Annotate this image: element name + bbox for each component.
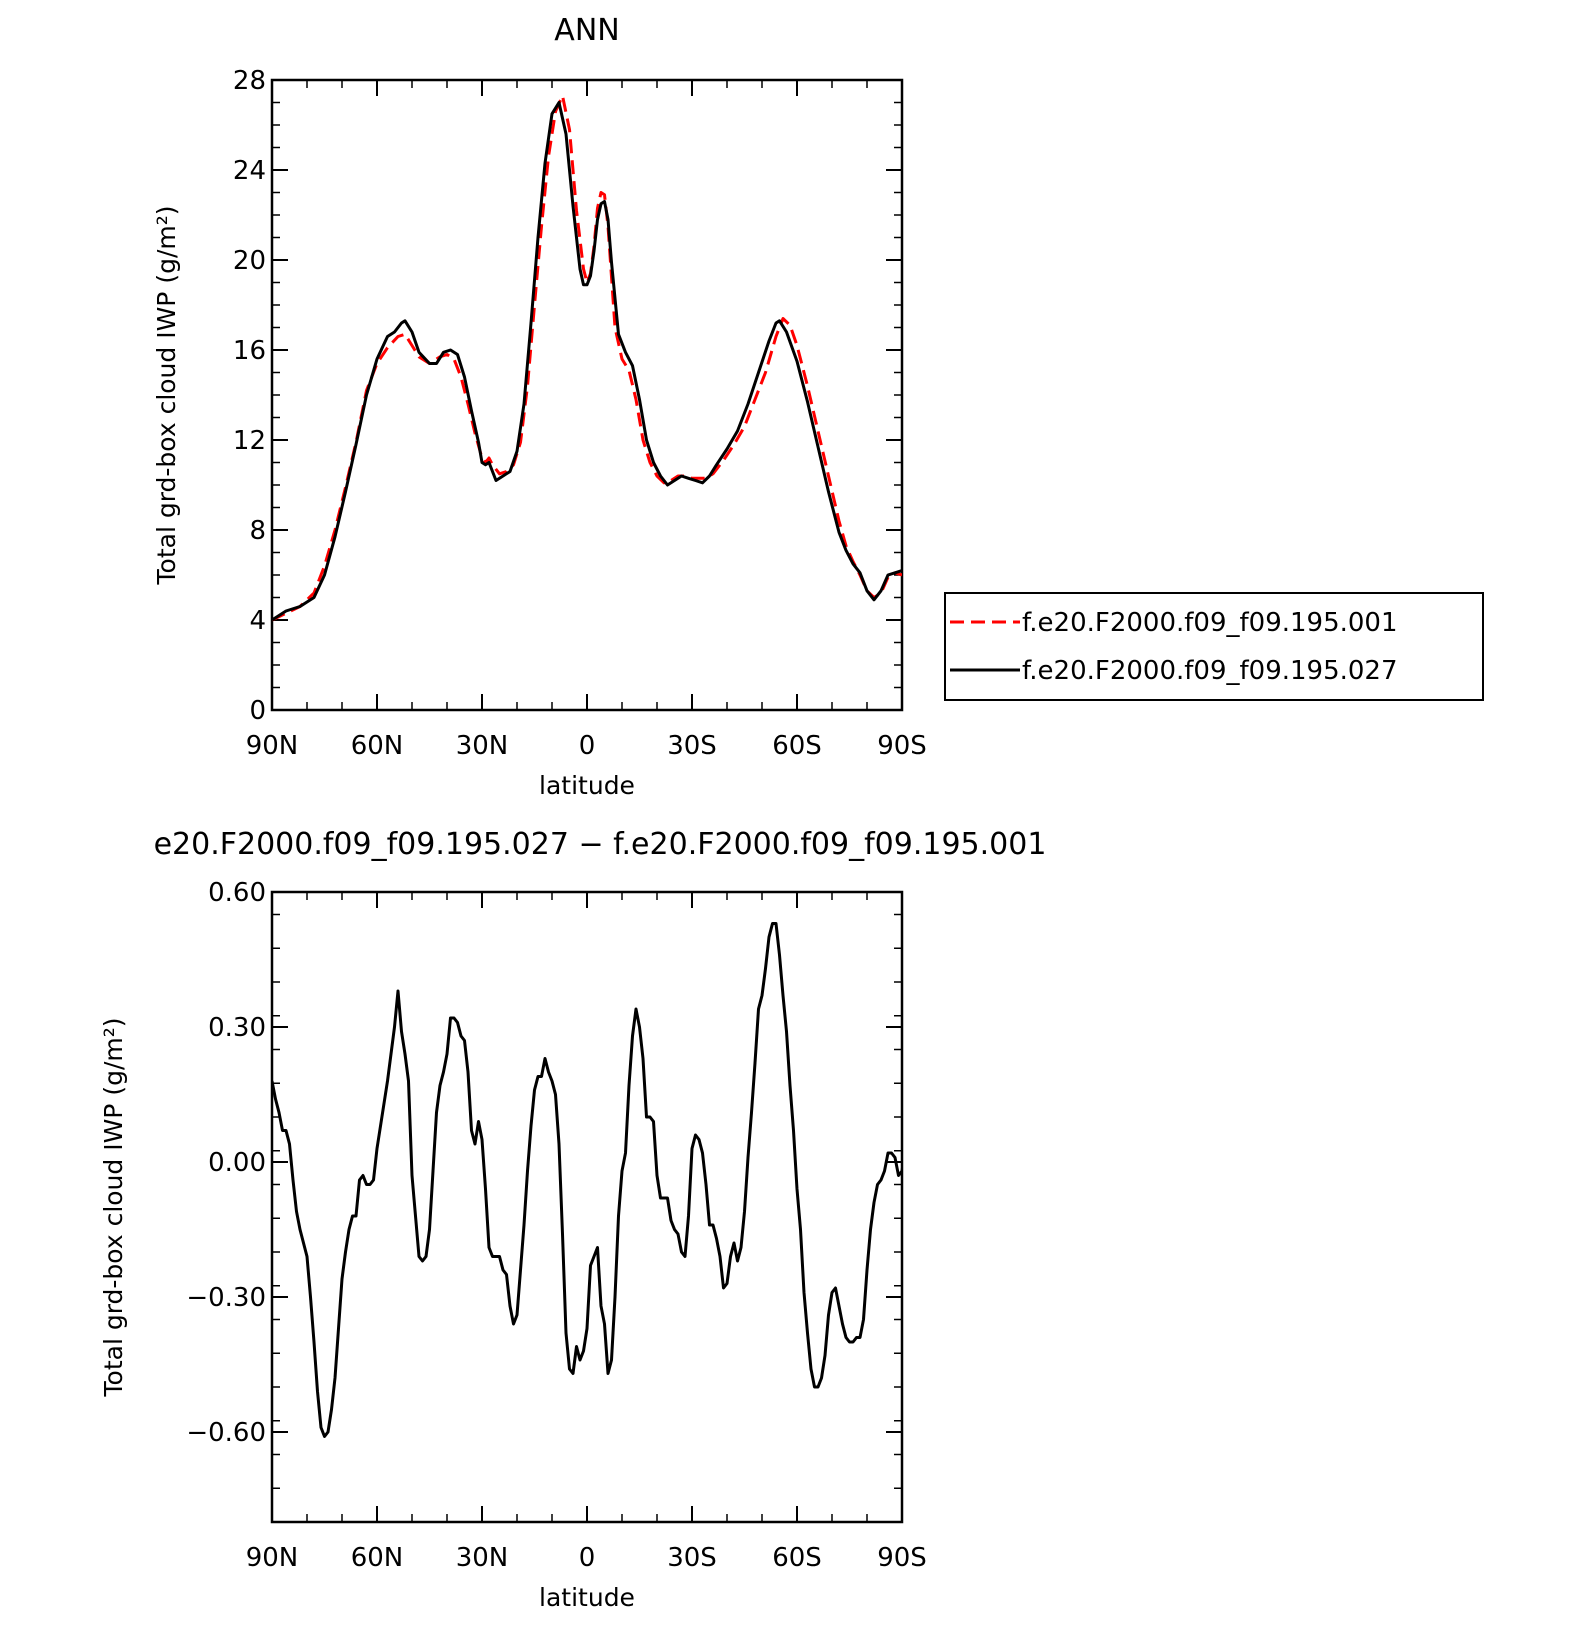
y-tick-label: 8 [249, 516, 266, 546]
x-tick-label: 30N [456, 1543, 509, 1573]
x-tick-label: 0 [579, 1543, 596, 1573]
top-y-axis-label: Total grd-box cloud IWP (g/m²) [152, 205, 181, 585]
top-panel: ANN 90N 60N 30N 0 30S 60S 90S 0 4 8 12 16 20 24 28 lat… [152, 13, 927, 800]
bottom-panel: e20.F2000.f09_f09.195.027 − f.e20.F2000.… [99, 827, 1046, 1612]
series-line-1 [272, 922, 902, 1438]
x-tick-label: 60N [351, 731, 404, 761]
x-tick-label: 30N [456, 731, 509, 761]
plot-frame [270, 890, 904, 1524]
y-tick-label: −0.60 [186, 1418, 266, 1448]
top-plot-area: 90N 60N 30N 0 30S 60S 90S 0 4 8 12 16 20 24 28 [233, 66, 927, 761]
top-panel-title: ANN [554, 13, 619, 48]
x-tick-label: 60S [772, 731, 822, 761]
legend-box [944, 592, 1484, 701]
y-tick-label: 0.00 [208, 1148, 266, 1178]
y-tick-label: 0 [249, 696, 266, 726]
y-tick-label: 16 [233, 336, 266, 366]
bottom-y-axis-label: Total grd-box cloud IWP (g/m²) [99, 1017, 128, 1397]
bottom-panel-title: e20.F2000.f09_f09.195.027 − f.e20.F2000.… [154, 827, 1047, 862]
bottom-plot-area: 90N 60N 30N 0 30S 60S 90S 0.60 0.30 0.00 −0.30 −0.6… [186, 878, 926, 1573]
top-x-axis-label: latitude [539, 771, 635, 800]
y-tick-label: −0.30 [186, 1283, 266, 1313]
y-tick-label: 24 [233, 156, 266, 186]
x-tick-label: 90N [246, 1543, 299, 1573]
y-tick-label: 4 [249, 606, 266, 636]
x-tick-label: 90S [877, 1543, 927, 1573]
y-tick-label: 0.30 [208, 1013, 266, 1043]
y-tick-label: 12 [233, 426, 266, 456]
x-tick-label: 0 [579, 731, 596, 761]
y-tick-label: 20 [233, 246, 266, 276]
legend-label-series-2: f.e20.F2000.f09_f09.195.027 [1022, 656, 1398, 686]
x-tick-label: 30S [667, 731, 717, 761]
series-line-1 [272, 94, 902, 622]
y-tick-label: 28 [233, 66, 266, 96]
x-tick-label: 90S [877, 731, 927, 761]
x-tick-label: 60N [351, 1543, 404, 1573]
x-tick-label: 30S [667, 1543, 717, 1573]
legend-label-series-1: f.e20.F2000.f09_f09.195.001 [1022, 608, 1398, 638]
x-tick-label: 90N [246, 731, 299, 761]
bottom-x-axis-label: latitude [539, 1583, 635, 1612]
x-tick-label: 60S [772, 1543, 822, 1573]
legend: f.e20.F2000.f09_f09.195.001 f.e20.F2000.… [944, 592, 1484, 701]
y-tick-label: 0.60 [208, 878, 266, 908]
series-line-2 [272, 101, 902, 622]
